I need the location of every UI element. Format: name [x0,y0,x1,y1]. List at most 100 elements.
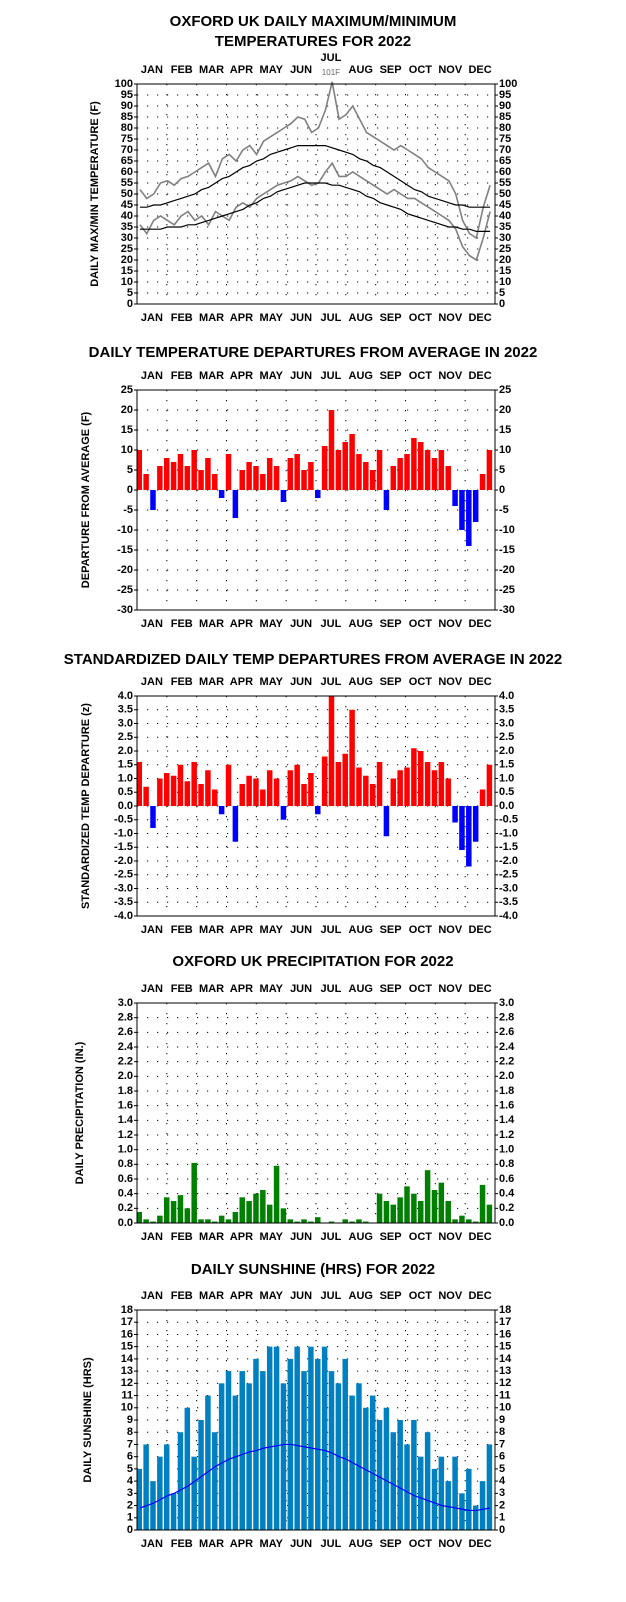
series-line [139,182,491,232]
bar [205,1395,211,1530]
y-tick-label: 2.0 [118,745,133,757]
y-tick-label-right: 2.4 [499,1041,515,1053]
month-label-top: AUG [349,370,373,382]
bar [445,1201,451,1223]
bar [438,1182,445,1223]
bar [294,1346,300,1530]
y-tick-label-right: -0.5 [499,814,518,826]
bar [411,748,417,806]
y-tick-label: 6 [127,1451,133,1463]
y-tick-label-right: 15 [499,1341,511,1353]
y-tick-label-right: 2.6 [499,1026,514,1038]
month-label-bottom: AUG [349,1538,373,1550]
bar [198,784,204,806]
y-tick-label: 17 [121,1316,133,1328]
month-label-top: DEC [468,676,491,688]
bar [342,1358,348,1530]
bar [218,806,225,815]
y-tick-label: 0 [127,484,133,496]
bar [239,1371,245,1530]
y-tick-label-right: 2 [499,1499,505,1511]
y-tick-label-right: 25 [499,384,511,396]
month-label-top: FEB [171,64,193,76]
bar [438,762,445,806]
month-label-bottom: OCT [409,1538,433,1550]
bar [459,1493,465,1530]
chart-title: DAILY TEMPERATURE DEPARTURES FROM AVERAG… [89,344,538,361]
month-label-bottom: JAN [141,618,163,630]
bar [363,1407,369,1530]
y-tick-label: 3.5 [118,704,133,716]
bar [424,450,431,490]
y-tick-label-right: 100 [499,78,517,90]
bar [397,458,403,490]
month-label-bottom: FEB [171,1231,193,1243]
bar [260,1190,266,1223]
y-tick-label-right: 55 [499,177,511,189]
bar [287,1219,294,1223]
bar [198,470,204,490]
y-tick-label: 15 [121,424,133,436]
bar [445,1481,451,1530]
month-label-top: MAY [260,1290,284,1302]
y-tick-label: 2 [127,1499,133,1511]
month-label-top: APR [230,370,253,382]
y-tick-label-right: 4 [499,1475,506,1487]
bar [184,466,191,490]
y-axis-label: DAILY PRECIPITATION (IN.) [74,1041,86,1184]
month-label-top: JUN [290,64,312,76]
month-label-top: JUN [290,676,312,688]
y-tick-label-right: 15 [499,265,511,277]
y-tick-label: -5 [123,504,133,516]
bar [191,762,197,806]
month-label-top: NOV [438,1290,463,1302]
month-label-bottom: AUG [349,1231,373,1243]
month-label-top: APR [230,676,253,688]
month-label-top: MAR [199,370,224,382]
bar [431,770,438,806]
y-tick-label-right: -5 [499,504,509,516]
bar [376,1193,383,1223]
month-label-bottom: MAR [199,1231,224,1243]
y-tick-label-right: 1.6 [499,1100,514,1112]
bar [198,1420,204,1530]
month-label-top: SEP [380,676,402,688]
bar [232,1212,239,1223]
month-label-bottom: MAY [260,1538,284,1550]
y-axis-label: STANDARDIZED TEMP DEPARTURE (z) [80,703,92,909]
bar [466,806,472,867]
y-tick-label: 5 [127,464,133,476]
bar [218,1383,225,1530]
y-tick-label-right: 6 [499,1451,505,1463]
bar [260,474,266,490]
y-tick-label-right: -3.0 [499,882,518,894]
bar [163,458,170,490]
bar [212,789,218,806]
y-tick-label-right: 80 [499,122,511,134]
bar [280,1208,287,1223]
annotation: 101F [322,68,340,77]
y-tick-label-right: -3.5 [499,896,518,908]
bar [390,778,397,806]
bar [143,1219,149,1223]
month-label-bottom: DEC [468,1231,491,1243]
y-tick-label-right: 7 [499,1438,505,1450]
bar [246,462,252,490]
month-label-top: OCT [409,983,433,995]
month-label-bottom: MAY [260,1231,284,1243]
bar [177,1195,184,1223]
month-label-top: OCT [409,676,433,688]
month-label-top: AUG [349,64,373,76]
bar [177,454,184,490]
month-label-bottom: FEB [171,1538,193,1550]
y-tick-label: 85 [121,111,133,123]
y-tick-label: 2.4 [118,1041,134,1053]
y-tick-label-right: -1.5 [499,841,518,853]
series-line [139,161,491,262]
y-tick-label-right: 9 [499,1414,505,1426]
bar [486,450,493,490]
month-label-bottom: APR [230,1231,253,1243]
chart-title: TEMPERATURES FOR 2022 [215,33,411,50]
bar [369,784,376,806]
